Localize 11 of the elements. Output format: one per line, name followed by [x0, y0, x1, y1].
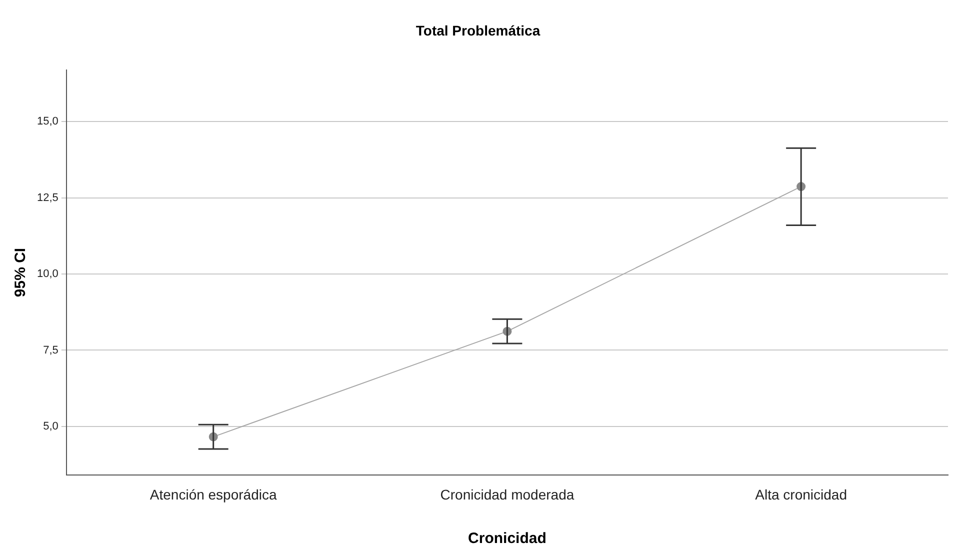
y-tick-label: 15,0 — [36, 116, 58, 128]
x-tick-label: Alta cronicidad — [755, 486, 847, 502]
x-tick-label: Atención esporádica — [150, 486, 277, 502]
y-tick-label: 12,5 — [36, 192, 58, 204]
y-tick-label: 7,5 — [43, 344, 58, 356]
y-axis-title: 95% CI — [12, 248, 30, 298]
chart-title: Total Problemática — [416, 22, 540, 38]
y-tick-label: 5,0 — [43, 420, 58, 432]
x-axis-title: Cronicidad — [468, 530, 546, 548]
x-tick-label: Cronicidad moderada — [440, 486, 574, 502]
y-tick-label: 10,0 — [36, 268, 58, 280]
